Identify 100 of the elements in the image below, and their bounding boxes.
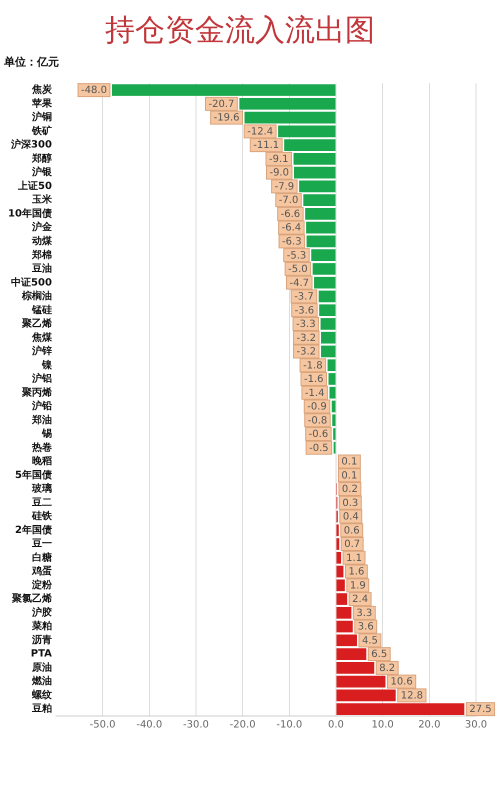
bar xyxy=(336,552,342,564)
y-tick-label: 锰硅 xyxy=(30,304,52,316)
data-label: 27.5 xyxy=(469,704,492,716)
bar xyxy=(336,620,353,632)
data-label: -12.4 xyxy=(247,126,274,138)
y-tick-label: 白糖 xyxy=(32,551,52,564)
bar xyxy=(328,359,336,372)
data-label: -4.7 xyxy=(290,278,310,289)
y-tick-label: 沪锌 xyxy=(30,345,52,358)
y-tick-label: 焦煤 xyxy=(30,331,53,344)
y-tick-label: 燃油 xyxy=(30,675,52,688)
data-label: -6.6 xyxy=(280,208,300,220)
bar xyxy=(294,166,336,178)
y-tick-label: 锡 xyxy=(40,428,52,440)
data-label: -0.8 xyxy=(308,415,328,426)
bar xyxy=(336,524,339,536)
data-label: 4.5 xyxy=(362,635,378,646)
x-tick-label: -20.0 xyxy=(230,720,256,731)
y-tick-label: 豆一 xyxy=(30,538,52,550)
data-label: -3.6 xyxy=(294,305,314,316)
data-label: -48.0 xyxy=(81,85,107,96)
x-tick-label: 30.0 xyxy=(464,720,488,731)
y-tick-label: 聚丙烯 xyxy=(20,386,52,398)
y-tick-label: 郑油 xyxy=(30,414,52,426)
y-tick-label: 动煤 xyxy=(30,234,53,247)
bar xyxy=(306,222,336,234)
y-tick-label: 5年国债 xyxy=(14,468,52,481)
bar xyxy=(312,263,336,275)
data-label: 0.6 xyxy=(344,525,360,536)
y-tick-label: 玉米 xyxy=(30,194,53,206)
y-tick-label: 沪铅 xyxy=(30,400,52,412)
data-label: -0.9 xyxy=(307,402,327,413)
data-label: -20.7 xyxy=(208,98,234,110)
bar xyxy=(336,566,344,578)
y-tick-label: 沪深300 xyxy=(10,138,52,151)
x-tick-label: 0.0 xyxy=(328,720,344,731)
bar xyxy=(311,249,336,262)
bar xyxy=(332,400,336,412)
bar xyxy=(305,208,336,220)
bar xyxy=(293,153,336,165)
bar xyxy=(314,276,336,289)
data-label: -1.8 xyxy=(303,360,323,372)
y-tick-label: 聚乙烯 xyxy=(20,318,52,330)
x-tick-label: 10.0 xyxy=(372,720,394,731)
y-tick-label: 沪银 xyxy=(30,166,53,178)
y-tick-label: 鸡蛋 xyxy=(30,565,52,578)
bar xyxy=(336,690,396,702)
y-tick-label: 上证50 xyxy=(16,180,52,192)
data-label: 0.4 xyxy=(342,512,359,523)
data-label: 1.6 xyxy=(348,566,364,578)
data-label: -5.0 xyxy=(288,264,308,276)
data-label: 3.6 xyxy=(358,622,374,633)
bar xyxy=(284,139,336,151)
bar xyxy=(318,290,336,302)
y-tick-label: 2年国债 xyxy=(14,524,52,536)
bar xyxy=(321,346,336,358)
bar xyxy=(244,112,336,124)
data-label: 3.3 xyxy=(356,608,372,619)
bar xyxy=(239,98,336,110)
y-tick-label: 郑棉 xyxy=(30,248,52,261)
y-tick-label: 沪胶 xyxy=(30,606,52,618)
data-label: -7.9 xyxy=(274,181,294,192)
y-tick-label: 沥青 xyxy=(30,634,52,646)
y-tick-label: 聚氯乙烯 xyxy=(10,592,52,605)
data-label: -1.4 xyxy=(304,388,324,399)
y-tick-label: 铁矿 xyxy=(30,124,52,137)
data-label: 6.5 xyxy=(371,649,388,660)
y-tick-label: 菜粕 xyxy=(30,620,52,632)
y-tick-label: 硅铁 xyxy=(30,510,53,522)
data-label: -5.3 xyxy=(286,250,306,262)
chart-subtitle: 单位：亿元 xyxy=(3,55,59,68)
bar xyxy=(336,662,374,674)
bar xyxy=(336,648,366,660)
bar xyxy=(336,579,345,592)
bar xyxy=(278,126,336,138)
y-tick-label: PTA xyxy=(30,648,52,660)
data-label: -9.1 xyxy=(268,154,288,165)
bar xyxy=(329,386,336,399)
bar xyxy=(306,236,336,248)
data-label: -1.6 xyxy=(304,374,324,386)
data-label: -19.6 xyxy=(214,112,240,124)
data-label: -3.2 xyxy=(296,346,316,358)
y-tick-label: 苹果 xyxy=(30,97,53,110)
data-label: 8.2 xyxy=(379,662,396,674)
bar xyxy=(320,318,336,330)
data-label: 1.9 xyxy=(350,580,366,592)
y-tick-label: 10年国债 xyxy=(8,207,52,220)
bar xyxy=(336,538,340,550)
data-label: -7.0 xyxy=(278,195,298,206)
bar xyxy=(332,414,336,426)
data-label: 1.1 xyxy=(346,552,362,564)
bar xyxy=(328,373,336,385)
y-tick-label: 豆粕 xyxy=(30,702,52,715)
y-tick-label: 沪金 xyxy=(30,221,53,234)
y-tick-label: 玻璃 xyxy=(30,482,52,495)
data-label: -3.2 xyxy=(296,332,316,344)
data-label: -9.0 xyxy=(269,168,289,179)
x-tick-label: -10.0 xyxy=(276,720,302,731)
y-tick-label: 沪铜 xyxy=(30,111,52,124)
y-tick-label: 中证500 xyxy=(11,276,52,288)
